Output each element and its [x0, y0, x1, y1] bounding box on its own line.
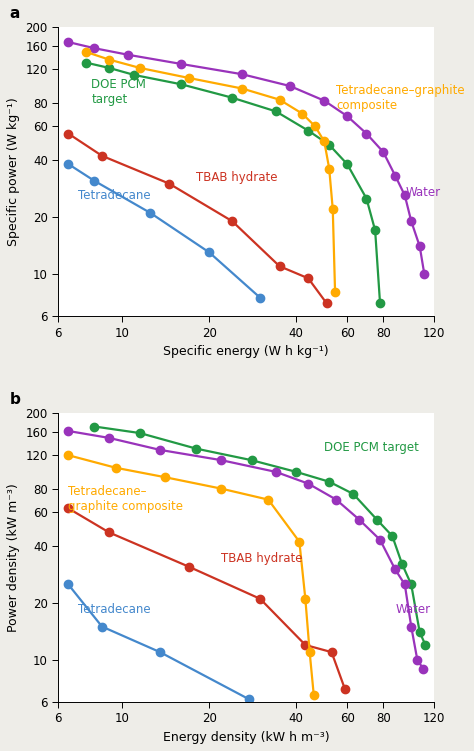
Text: Tetradecane: Tetradecane — [78, 603, 150, 616]
Text: TBAB hydrate: TBAB hydrate — [221, 552, 303, 566]
Text: Tetradecane–
graphite composite: Tetradecane– graphite composite — [68, 484, 183, 513]
Text: TBAB hydrate: TBAB hydrate — [196, 170, 278, 184]
Text: Water: Water — [395, 603, 430, 616]
Text: Tetradecane–graphite
composite: Tetradecane–graphite composite — [336, 84, 465, 113]
Text: DOE PCM target: DOE PCM target — [324, 441, 419, 454]
Text: DOE PCM
target: DOE PCM target — [91, 78, 146, 106]
Text: Water: Water — [406, 186, 441, 199]
Text: b: b — [9, 392, 20, 407]
Y-axis label: Specific power (W kg⁻¹): Specific power (W kg⁻¹) — [7, 98, 20, 246]
Text: a: a — [9, 7, 20, 22]
Y-axis label: Power density (kW m⁻³): Power density (kW m⁻³) — [7, 483, 20, 632]
X-axis label: Specific energy (W h kg⁻¹): Specific energy (W h kg⁻¹) — [164, 345, 329, 358]
X-axis label: Energy density (kW h m⁻³): Energy density (kW h m⁻³) — [163, 731, 329, 744]
Text: Tetradecane: Tetradecane — [78, 189, 150, 202]
